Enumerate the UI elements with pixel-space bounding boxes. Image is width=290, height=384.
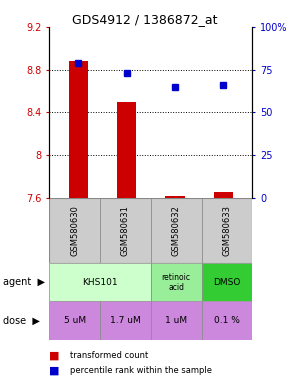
Bar: [202, 198, 252, 263]
Text: 1.7 uM: 1.7 uM: [110, 316, 141, 325]
Text: GSM580632: GSM580632: [172, 205, 181, 256]
Text: 1 uM: 1 uM: [165, 316, 187, 325]
Bar: [165, 195, 185, 198]
Text: GSM580631: GSM580631: [121, 205, 130, 256]
Text: 5 uM: 5 uM: [64, 316, 86, 325]
Text: ■: ■: [49, 366, 60, 376]
Bar: [151, 263, 202, 301]
Text: GSM580633: GSM580633: [222, 205, 231, 256]
Text: GSM580630: GSM580630: [70, 205, 79, 256]
Text: retinoic
acid: retinoic acid: [162, 273, 191, 291]
Text: transformed count: transformed count: [70, 351, 148, 360]
Bar: [151, 198, 202, 263]
Text: percentile rank within the sample: percentile rank within the sample: [70, 366, 212, 375]
Bar: [202, 263, 252, 301]
Text: GDS4912 / 1386872_at: GDS4912 / 1386872_at: [72, 13, 218, 26]
Bar: [69, 61, 88, 198]
Bar: [49, 301, 100, 340]
Bar: [202, 301, 252, 340]
Bar: [117, 102, 136, 198]
Text: KHS101: KHS101: [82, 278, 118, 287]
Bar: [214, 192, 233, 198]
Text: 0.1 %: 0.1 %: [214, 316, 240, 325]
Bar: [49, 198, 100, 263]
Bar: [100, 198, 151, 263]
Bar: [100, 301, 151, 340]
Bar: [49, 263, 151, 301]
Text: DMSO: DMSO: [213, 278, 241, 287]
Bar: [151, 301, 202, 340]
Text: dose  ▶: dose ▶: [3, 316, 40, 326]
Text: ■: ■: [49, 350, 60, 360]
Text: agent  ▶: agent ▶: [3, 277, 45, 287]
